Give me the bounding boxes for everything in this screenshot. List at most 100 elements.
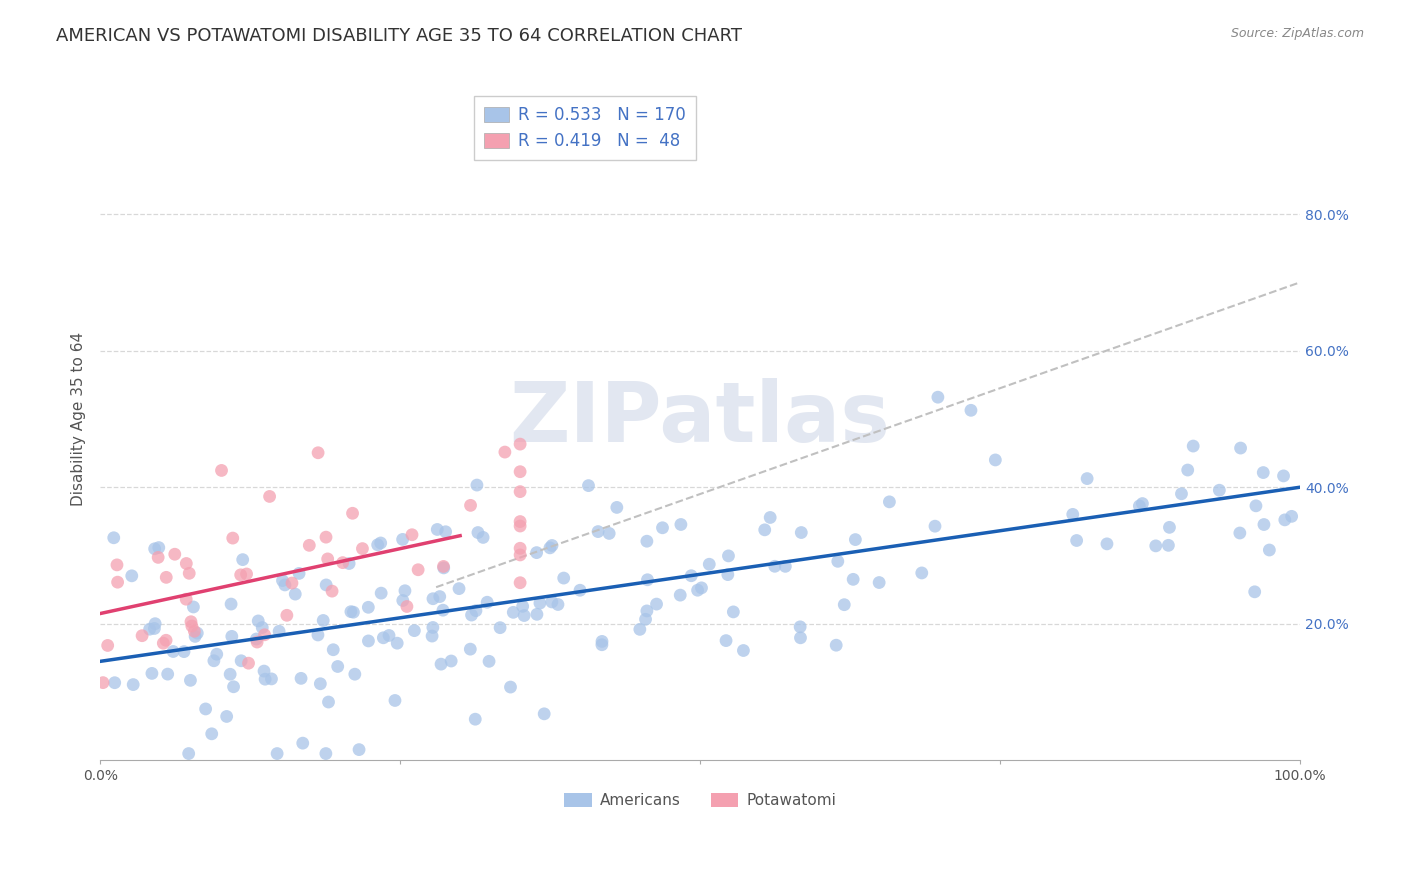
Point xyxy=(391,533,413,547)
Point xyxy=(547,598,569,612)
Point xyxy=(591,638,613,652)
Point xyxy=(184,629,207,643)
Point xyxy=(1251,466,1274,480)
Point xyxy=(221,629,243,643)
Point xyxy=(1229,441,1251,455)
Point xyxy=(152,636,174,650)
Point xyxy=(316,552,339,566)
Point xyxy=(509,519,531,533)
Point xyxy=(254,672,277,686)
Point xyxy=(1258,543,1281,558)
Point xyxy=(509,437,531,451)
Point xyxy=(235,566,257,581)
Point xyxy=(298,538,321,552)
Point xyxy=(391,593,413,607)
Point xyxy=(984,453,1007,467)
Point xyxy=(499,680,522,694)
Point xyxy=(1272,469,1295,483)
Point xyxy=(352,541,374,556)
Point xyxy=(143,541,166,556)
Point xyxy=(211,463,233,477)
Point xyxy=(669,588,692,602)
Point xyxy=(541,595,564,609)
Point xyxy=(291,736,314,750)
Point xyxy=(146,550,169,565)
Point xyxy=(754,523,776,537)
Point xyxy=(156,667,179,681)
Point xyxy=(194,702,217,716)
Point xyxy=(183,599,205,614)
Point xyxy=(513,608,536,623)
Point xyxy=(260,672,283,686)
Point xyxy=(222,680,245,694)
Point xyxy=(789,631,811,645)
Point xyxy=(259,490,281,504)
Point xyxy=(238,656,260,670)
Point xyxy=(384,693,406,707)
Point xyxy=(91,675,114,690)
Point xyxy=(1281,509,1303,524)
Point xyxy=(332,556,354,570)
Point xyxy=(121,569,143,583)
Point xyxy=(472,530,495,544)
Point xyxy=(686,583,709,598)
Point xyxy=(553,571,575,585)
Point xyxy=(509,541,531,556)
Point xyxy=(202,654,225,668)
Point xyxy=(637,573,659,587)
Point xyxy=(844,533,866,547)
Point xyxy=(1144,539,1167,553)
Point xyxy=(309,677,332,691)
Point xyxy=(832,598,855,612)
Point xyxy=(122,677,145,691)
Point xyxy=(440,654,463,668)
Point xyxy=(960,403,983,417)
Point xyxy=(460,642,482,657)
Point xyxy=(180,615,202,629)
Point xyxy=(717,567,740,582)
Point xyxy=(290,671,312,685)
Point xyxy=(477,595,499,609)
Point xyxy=(253,664,276,678)
Point xyxy=(790,525,813,540)
Point xyxy=(176,557,198,571)
Point xyxy=(315,578,337,592)
Point xyxy=(924,519,946,533)
Text: ZIPatlas: ZIPatlas xyxy=(509,378,890,459)
Point xyxy=(433,561,456,575)
Y-axis label: Disability Age 35 to 64: Disability Age 35 to 64 xyxy=(72,332,86,506)
Point xyxy=(1182,439,1205,453)
Point xyxy=(307,628,329,642)
Point xyxy=(229,567,252,582)
Point xyxy=(651,521,673,535)
Point xyxy=(179,673,201,688)
Point xyxy=(636,534,658,549)
Point xyxy=(538,541,561,555)
Point xyxy=(342,605,364,619)
Point xyxy=(927,390,949,404)
Point xyxy=(717,549,740,563)
Point xyxy=(465,604,488,618)
Point xyxy=(1159,520,1181,534)
Point xyxy=(489,621,512,635)
Point xyxy=(247,614,270,628)
Point xyxy=(1243,584,1265,599)
Point xyxy=(681,568,703,582)
Point xyxy=(502,605,524,619)
Point xyxy=(733,643,755,657)
Point xyxy=(222,531,245,545)
Point xyxy=(322,642,344,657)
Point xyxy=(370,536,392,550)
Point xyxy=(434,524,457,539)
Point xyxy=(343,667,366,681)
Point xyxy=(1066,533,1088,548)
Point xyxy=(512,599,534,614)
Point xyxy=(628,623,651,637)
Point xyxy=(131,629,153,643)
Point xyxy=(1177,463,1199,477)
Point xyxy=(775,559,797,574)
Point xyxy=(245,632,267,646)
Point xyxy=(281,576,304,591)
Point xyxy=(825,638,848,652)
Point xyxy=(246,635,269,649)
